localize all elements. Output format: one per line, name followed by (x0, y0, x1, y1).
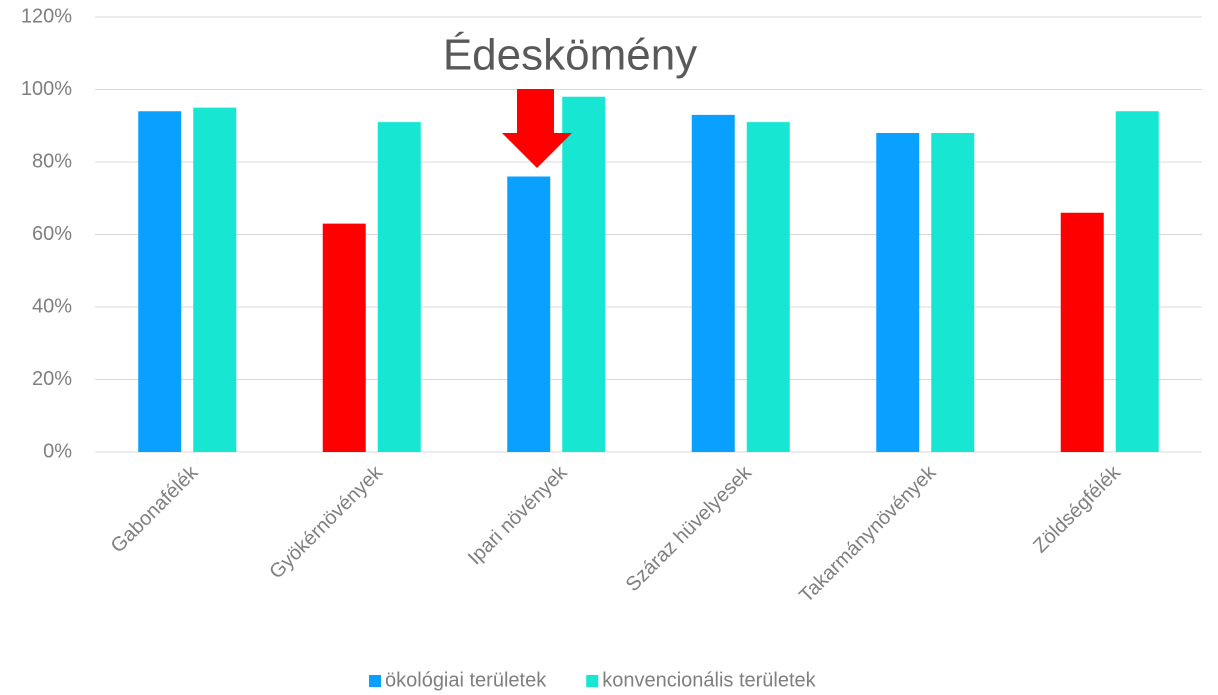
x-tick-label: Takarmánynövények (795, 461, 941, 607)
legend-label: ökológiai területek (385, 669, 547, 691)
bar (377, 122, 421, 452)
plot: 0% 20% 40% 60% 80% 100% 120% Gabonafélék Gyökérn… (21, 5, 1202, 691)
bar (138, 111, 182, 452)
bar (322, 223, 366, 452)
y-tick-label: 60% (32, 223, 72, 245)
bar (193, 107, 237, 452)
y-tick-label: 100% (21, 78, 72, 100)
bar (562, 96, 606, 452)
legend: ökológiai területek konvencionális terüle… (369, 669, 817, 691)
legend-swatch (369, 675, 381, 687)
y-tick-label: 40% (32, 295, 72, 317)
x-tick-label: Ipari növények (464, 461, 572, 569)
y-tick-label: 120% (21, 5, 72, 27)
arrow (502, 89, 572, 168)
bar (1115, 111, 1159, 452)
bar (931, 133, 975, 452)
y-tick-label: 0% (43, 440, 72, 462)
bar (507, 176, 551, 452)
bar (876, 133, 920, 452)
annotation: Édeskömény (443, 31, 697, 80)
bar (1060, 212, 1104, 452)
y-tick-label: 80% (32, 150, 72, 172)
x-tick-label: Gabonafélék (107, 461, 203, 557)
x-tick-label: Zöldségfélék (1029, 461, 1125, 557)
legend-swatch (586, 675, 599, 687)
x-tick-label: Száraz hüvelyesek (622, 461, 757, 596)
y-tick-label: 20% (32, 368, 72, 390)
bar (691, 114, 735, 452)
x-tick-label: Gyökérnövények (265, 461, 387, 583)
legend-label: konvencionális területek (602, 669, 816, 691)
bar (746, 122, 790, 452)
